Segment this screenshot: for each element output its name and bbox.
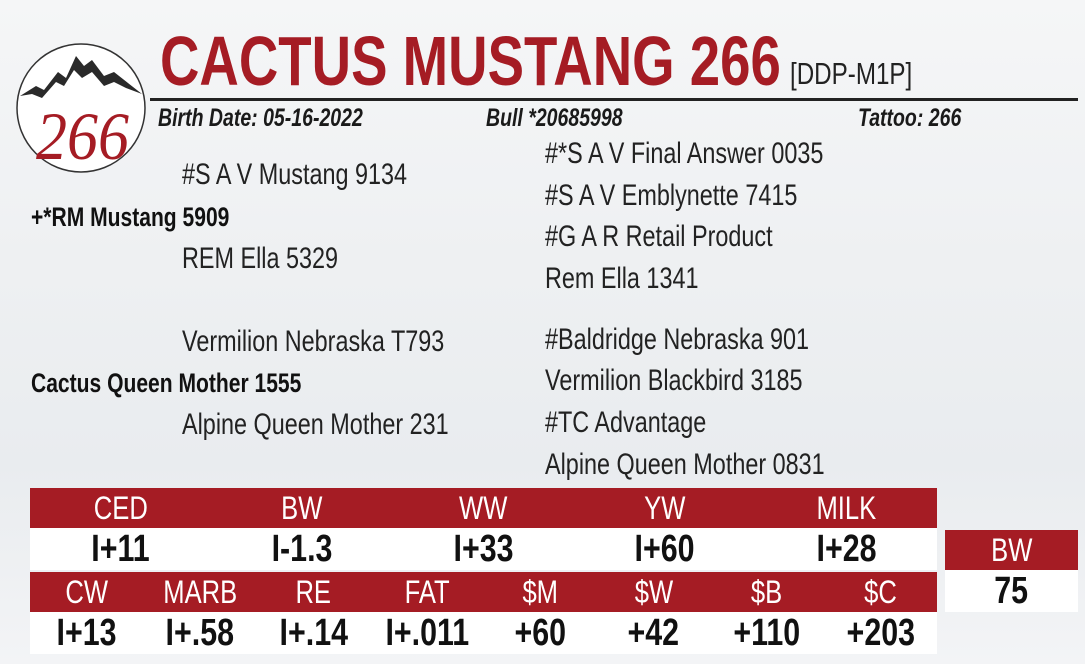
actual-bw-box: BW 75 — [945, 530, 1078, 612]
dam-dam-sire: #TC Advantage — [545, 406, 707, 439]
epd-header: BW — [281, 490, 323, 526]
epd-header: $W — [634, 574, 673, 610]
epd-value: I+60 — [634, 528, 695, 570]
bull-code: [DDP-M1P] — [790, 56, 913, 91]
epd-value: I+13 — [56, 612, 117, 654]
sire-sire-dam: #S A V Emblynette 7415 — [545, 179, 798, 212]
birth-date: Birth Date: 05-16-2022 — [158, 104, 363, 132]
dam-dam-dam: Alpine Queen Mother 0831 — [545, 448, 825, 481]
epd-header: $C — [863, 574, 897, 610]
mountain-logo-icon: 266 — [16, 43, 146, 175]
epd-header: RE — [295, 574, 332, 610]
actual-bw-header: BW — [945, 530, 1078, 570]
logo: 266 — [14, 38, 148, 176]
sire: +*RM Mustang 5909 — [31, 202, 230, 232]
epd-header: MILK — [816, 490, 877, 526]
divider — [150, 98, 1078, 101]
dam: Cactus Queen Mother 1555 — [31, 368, 302, 398]
epd-table-growth: CED BW WW YW MILK I+11 I-1.3 I+33 I+60 I… — [30, 488, 937, 654]
tattoo: Tattoo: 266 — [858, 104, 962, 132]
epd-value-row: I+11 I-1.3 I+33 I+60 I+28 — [30, 528, 937, 570]
epd-value: I+33 — [453, 528, 514, 570]
dam-sire-sire: #Baldridge Nebraska 901 — [545, 323, 810, 356]
epd-value: I+.011 — [384, 612, 469, 654]
epd-value: I+.58 — [165, 612, 235, 654]
sire-dam-dam: Rem Ella 1341 — [545, 262, 699, 295]
epd-header-row: CED BW WW YW MILK — [30, 488, 937, 528]
sire-sire-sire: #*S A V Final Answer 0035 — [545, 137, 824, 170]
epd-header: $B — [751, 574, 783, 610]
epd-header: $M — [522, 574, 558, 610]
epd-header-row: CW MARB RE FAT $M $W $B $C — [30, 572, 937, 612]
epd-value: +203 — [846, 612, 915, 654]
svg-text:266: 266 — [36, 99, 129, 174]
sire-sire: #S A V Mustang 9134 — [182, 158, 408, 191]
epd-header: MARB — [163, 574, 238, 610]
epd-value-row: I+13 I+.58 I+.14 I+.011 +60 +42 +110 +20… — [30, 612, 937, 654]
page-title: CACTUS MUSTANG 266 — [160, 22, 781, 100]
epd-value: +110 — [733, 612, 801, 654]
epd-value: I+11 — [91, 528, 150, 570]
epd-value: I+28 — [816, 528, 877, 570]
epd-header: YW — [644, 490, 686, 526]
dam-dam: Alpine Queen Mother 231 — [182, 408, 449, 441]
epd-value: +60 — [514, 612, 566, 654]
dam-sire-dam: Vermilion Blackbird 3185 — [545, 364, 803, 397]
sire-dam-sire: #G A R Retail Product — [545, 220, 773, 253]
epd-header: WW — [459, 490, 508, 526]
registration-number: Bull *20685998 — [486, 104, 623, 132]
actual-bw-value: 75 — [945, 570, 1078, 612]
epd-value: I+.14 — [279, 612, 348, 654]
epd-value: +42 — [627, 612, 680, 654]
epd-header: CW — [65, 574, 109, 610]
sire-dam: REM Ella 5329 — [182, 242, 339, 275]
dam-sire: Vermilion Nebraska T793 — [182, 325, 445, 358]
epd-header: CED — [93, 490, 148, 526]
epd-value: I-1.3 — [271, 528, 333, 570]
epd-header: FAT — [404, 574, 450, 610]
